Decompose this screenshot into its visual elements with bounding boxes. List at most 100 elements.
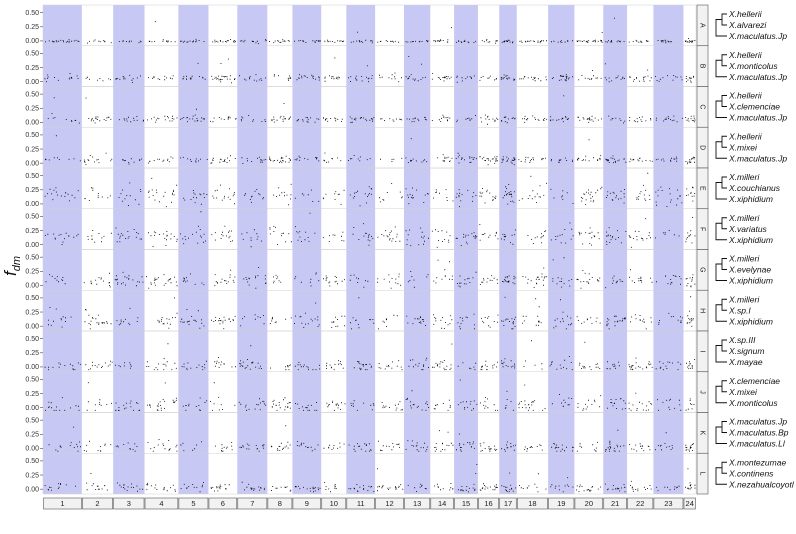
taxon-label: X.clemenciae <box>728 376 780 386</box>
strip-label-K: K <box>699 431 706 436</box>
chromosome-box-11 <box>346 497 375 510</box>
y-tick-label: 0.00 <box>25 486 39 493</box>
chromosome-label-15: 15 <box>462 499 470 508</box>
taxon-label: X.alvarezi <box>728 20 767 30</box>
y-tick-label: 0.50 <box>25 51 39 58</box>
y-axes: 0.50 0.25 0.00 0.50 0.25 0.00 0.50 0.25 0.00 0.50… <box>25 10 43 493</box>
chromosome-label-14: 14 <box>438 499 446 508</box>
y-tick-label: 0.50 <box>25 377 39 384</box>
chromosome-label-18: 18 <box>528 499 536 508</box>
taxon-label: X.milleri <box>728 294 760 304</box>
y-tick-label: 0.50 <box>25 295 39 302</box>
chromosome-label-19: 19 <box>557 499 565 508</box>
chromosome-label-21: 21 <box>611 499 619 508</box>
y-tick-label: 0.00 <box>25 120 39 127</box>
y-tick-label: 0.25 <box>25 228 39 235</box>
facet-panels <box>42 4 697 495</box>
chromosome-box-8 <box>267 497 293 510</box>
taxon-label: X.xiphidium <box>728 316 773 326</box>
y-tick-label: 0.00 <box>25 201 39 208</box>
taxon-label: X.milleri <box>728 254 760 264</box>
taxon-label: X.couchianus <box>728 183 781 193</box>
taxon-label: X.sp.I <box>728 305 751 315</box>
y-tick-label: 0.00 <box>25 364 39 371</box>
y-tick-label: 0.50 <box>25 254 39 261</box>
panel-L <box>42 453 697 495</box>
chromosome-box-20 <box>574 497 604 510</box>
y-tick-label: 0.25 <box>25 472 39 479</box>
chromosome-box-22 <box>627 497 654 510</box>
chromosome-box-15 <box>454 497 478 510</box>
chromosome-box-4 <box>144 497 179 510</box>
phylogeny-trees: X.helleriiX.alvareziX.maculatus.JpX.hell… <box>715 9 795 489</box>
points-panel-C <box>47 95 696 125</box>
y-tick-label: 0.25 <box>25 146 39 153</box>
chromosome-box-21 <box>603 497 627 510</box>
chromosome-box-19 <box>548 497 575 510</box>
chromosome-box-14 <box>430 497 454 510</box>
tree-J <box>715 380 727 404</box>
y-axis-label-main: f <box>1 269 20 276</box>
taxon-label: X.evelynae <box>728 265 771 275</box>
chromosome-label-24: 24 <box>686 499 694 508</box>
chromosome-axis: 1 2 3 4 5 6 7 8 9 10 11 12 13 14 15 16 17 18 19 20 21 22 23 24 <box>43 497 696 510</box>
y-tick-label: 0.50 <box>25 214 39 221</box>
taxon-label: X.hellerii <box>728 50 763 60</box>
chromosome-box-1 <box>43 497 82 510</box>
chromosome-label-16: 16 <box>484 499 492 508</box>
y-tick-label: 0.25 <box>25 24 39 31</box>
chromosome-label-7: 7 <box>250 499 254 508</box>
taxon-label: X.maculatus.Jp <box>728 31 787 41</box>
points-panel-E <box>44 172 696 208</box>
y-tick-label: 0.00 <box>25 79 39 86</box>
y-tick-label: 0.25 <box>25 269 39 276</box>
chromosome-box-9 <box>292 497 322 510</box>
chromosome-box-18 <box>516 497 548 510</box>
taxon-label: X.mixei <box>728 142 758 152</box>
chromosome-label-4: 4 <box>159 499 163 508</box>
tree-G <box>715 258 727 281</box>
taxon-label: X.maculatus.Ll <box>728 439 786 449</box>
strip-label-H: H <box>699 308 706 313</box>
y-tick-label: 0.00 <box>25 242 39 249</box>
taxon-label: X.continens <box>728 468 774 478</box>
y-tick-label: 0.50 <box>25 336 39 343</box>
tree-L <box>715 461 727 485</box>
chromosome-box-10 <box>321 497 347 510</box>
taxon-label: X.nezahualcoyotl <box>728 479 795 489</box>
tree-H <box>715 298 727 322</box>
taxon-label: X.mayae <box>728 357 763 367</box>
y-tick-label: 0.50 <box>25 417 39 424</box>
y-tick-label: 0.25 <box>25 391 39 398</box>
chromosome-box-3 <box>113 497 145 510</box>
panel-strip-labels: A B C D E F G H I J K L <box>696 4 709 495</box>
y-axis-label-sub: dm <box>11 256 23 271</box>
taxon-label: X.montezumae <box>728 457 786 467</box>
chromosome-box-17 <box>499 497 517 510</box>
chromosome-box-24 <box>683 497 696 510</box>
tree-E <box>715 176 727 200</box>
tree-F <box>715 217 727 241</box>
tree-I <box>715 339 727 363</box>
chromosome-box-7 <box>237 497 268 510</box>
points-panel-F <box>44 211 696 248</box>
y-tick-label: 0.50 <box>25 10 39 17</box>
chromosome-label-23: 23 <box>664 499 672 508</box>
strip-label-D: D <box>699 145 706 150</box>
strip-label-J: J <box>699 390 706 394</box>
chromosome-label-1: 1 <box>60 499 64 508</box>
taxon-label: X.maculatus.Bp <box>728 428 789 438</box>
y-tick-label: 0.00 <box>25 405 39 412</box>
chromosome-label-9: 9 <box>305 499 309 508</box>
strip-label-E: E <box>699 186 706 191</box>
chromosome-box-16 <box>478 497 500 510</box>
strip-label-I: I <box>699 350 706 352</box>
tree-C <box>715 95 727 118</box>
y-tick-label: 0.50 <box>25 132 39 139</box>
y-tick-label: 0.25 <box>25 187 39 194</box>
chromosome-box-13 <box>404 497 431 510</box>
taxon-label: X.variatus <box>728 224 768 234</box>
taxon-label: X.mixei <box>728 387 758 397</box>
y-tick-label: 0.00 <box>25 446 39 453</box>
